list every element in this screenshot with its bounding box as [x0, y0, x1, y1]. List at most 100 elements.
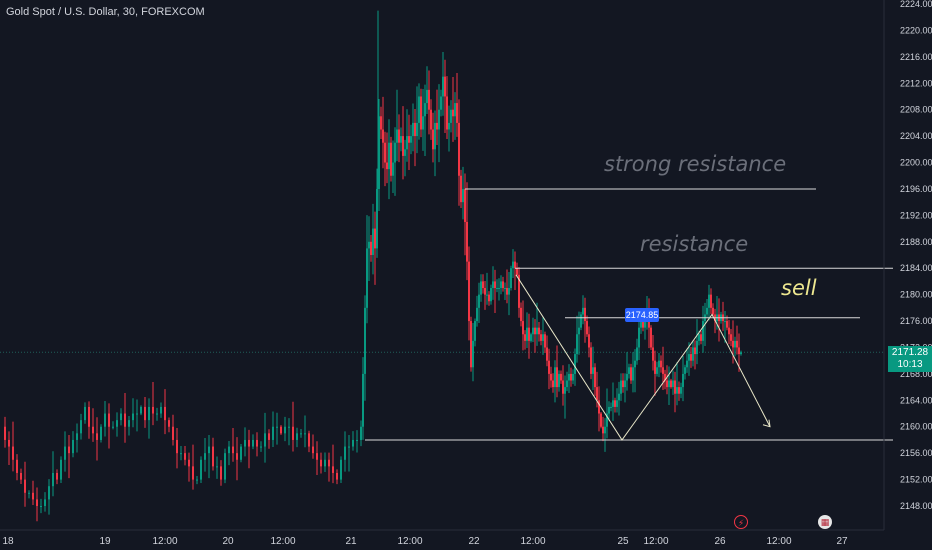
time-tick-label: 12:00 [520, 536, 545, 547]
candle-body [588, 334, 590, 348]
candle-body [276, 426, 278, 428]
candle-body [368, 241, 370, 249]
price-axis[interactable]: 2224.00 2220.00 2216.00 2212.00 2208.00 2204.… [883, 0, 932, 530]
candle-body [414, 122, 416, 137]
price-tick-label: 2216.00 [900, 52, 932, 62]
candle-body [612, 400, 614, 407]
candle-body [654, 360, 656, 374]
candle-body [378, 116, 380, 189]
candle-body [116, 420, 118, 427]
candle-body [556, 367, 558, 388]
candle-body [726, 321, 728, 328]
candle-body [24, 479, 26, 493]
time-axis[interactable]: 18 19 12:00 20 12:00 21 12:00 22 12:00 25 12:00 26 1… [0, 529, 884, 547]
candle-body [490, 288, 492, 302]
candle-body [4, 426, 6, 440]
candle-body [506, 288, 508, 295]
candle-body [52, 472, 54, 487]
candle-body [300, 433, 302, 435]
lightning-icon[interactable]: ⚡ [734, 515, 748, 529]
candle-body [398, 129, 400, 143]
candle-body [562, 380, 564, 394]
candle-body [100, 426, 102, 440]
candle-body [112, 426, 114, 428]
candle-body [488, 294, 490, 302]
candle-body [256, 439, 258, 447]
candle-body [442, 76, 444, 97]
candle-body [382, 129, 384, 143]
us-flag-icon[interactable]: ▦ [818, 515, 832, 529]
candle-body [252, 439, 254, 447]
candle-body [434, 122, 436, 150]
price-tick-label: 2208.00 [900, 105, 932, 115]
candle-body [548, 360, 550, 374]
pattern-lines[interactable] [515, 274, 771, 441]
candle-body [664, 373, 666, 381]
candle-body [36, 499, 38, 506]
candle-body [666, 380, 668, 388]
candle-body [628, 367, 630, 374]
candle-body [526, 327, 528, 341]
price-tick-label: 2188.00 [900, 237, 932, 247]
pattern-path-line[interactable] [515, 274, 771, 441]
candle-body [232, 446, 234, 454]
candle-body [288, 426, 290, 428]
candle-body [652, 347, 654, 361]
candle-body [644, 321, 646, 328]
candle-body [426, 89, 428, 104]
candle-body [740, 352, 742, 355]
candle-body [478, 294, 480, 308]
candle-body [564, 387, 566, 394]
price-tag[interactable]: 2174.85 [625, 308, 659, 322]
resistance-label[interactable]: resistance [640, 232, 749, 256]
candle-body [584, 307, 586, 322]
candle-body [616, 400, 618, 407]
candle-body [16, 459, 18, 473]
symbol-title[interactable]: Gold Spot / U.S. Dollar, 30, FOREXCOM [6, 6, 205, 18]
price-tick-label: 2168.00 [900, 369, 932, 379]
strong-resistance-label[interactable]: strong resistance [604, 152, 787, 176]
candle-body [428, 89, 430, 110]
candle-body [404, 149, 406, 156]
candle-body [596, 387, 598, 401]
horizontal-lines[interactable] [365, 188, 893, 441]
candle-body [386, 162, 388, 170]
candle-body [68, 446, 70, 454]
candle-body [164, 406, 166, 421]
candle-body [224, 453, 226, 480]
candle-body [684, 367, 686, 374]
candle-body [518, 274, 520, 308]
sell-label[interactable]: sell [781, 276, 817, 300]
price-tick-label: 2196.00 [900, 184, 932, 194]
candle-body [586, 321, 588, 335]
candle-body [168, 420, 170, 427]
candle-body [148, 406, 150, 421]
candle-body [524, 334, 526, 341]
candle-body [542, 334, 544, 341]
candle-body [496, 288, 498, 290]
candle-body [538, 327, 540, 335]
candle-body [574, 354, 576, 374]
candle-body [622, 380, 624, 388]
candle-body [328, 459, 330, 467]
candle-body [340, 459, 342, 480]
candle-body [578, 327, 580, 335]
price-tick-label: 2164.00 [900, 395, 932, 405]
candle-body [514, 261, 516, 269]
candle-body [392, 162, 394, 176]
candle-body [544, 334, 546, 348]
candle-body [152, 406, 154, 414]
candle-body [422, 116, 424, 130]
candle-body [734, 340, 736, 348]
candle-body [380, 116, 382, 130]
candle-body [572, 373, 574, 381]
candle-body [320, 459, 322, 467]
candle-body [712, 307, 714, 315]
candle-body [632, 367, 634, 381]
candle-body [156, 413, 158, 415]
price-tick-label: 2184.00 [900, 263, 932, 273]
candle-body [494, 281, 496, 289]
time-tick-label: 12:00 [397, 536, 422, 547]
candle-body [500, 281, 502, 289]
